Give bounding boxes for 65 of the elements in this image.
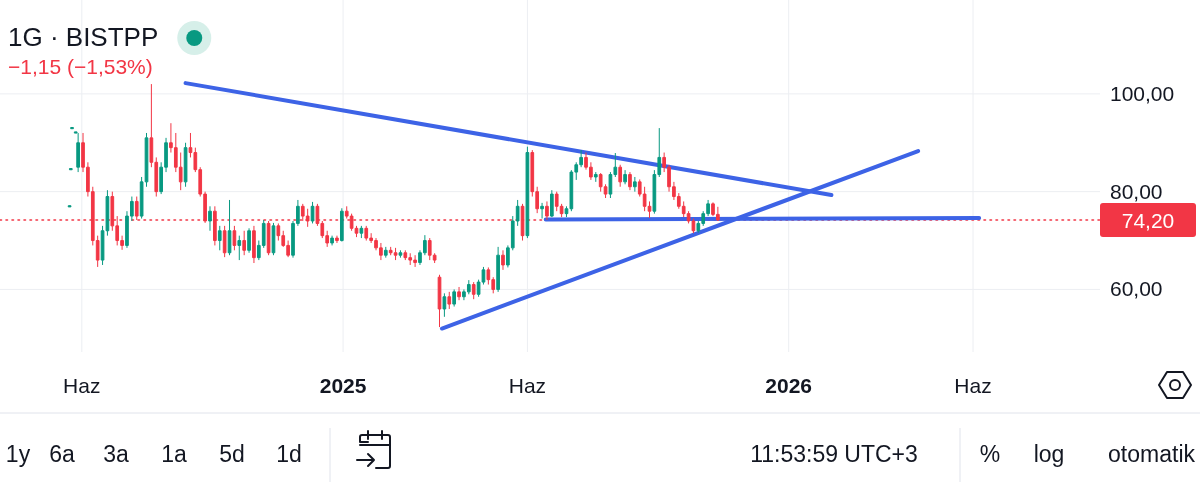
candlestick <box>628 171 632 191</box>
x-tick-label: 2026 <box>765 374 813 397</box>
candlestick <box>271 222 276 256</box>
candlestick <box>437 274 442 328</box>
candlestick <box>452 288 456 308</box>
text: 11:53:59 UTC+3 <box>750 441 918 467</box>
candlestick <box>252 225 256 264</box>
x-tick-label: Haz <box>63 374 101 397</box>
candlestick <box>525 146 530 239</box>
candlestick <box>247 227 251 254</box>
candlestick <box>447 291 452 310</box>
candlestick <box>68 168 73 171</box>
text: 5d <box>219 441 245 467</box>
candlestick <box>540 202 544 220</box>
candlestick <box>442 292 447 318</box>
text: 6a <box>49 441 75 467</box>
x-tick-label: 2025 <box>319 374 367 397</box>
text: 1G · BISTPP <box>8 22 159 52</box>
candlestick <box>340 207 344 243</box>
candlestick <box>549 189 554 218</box>
candlestick <box>70 126 74 130</box>
x-tick-label: Haz <box>508 374 547 397</box>
candlestick <box>393 247 398 261</box>
y-tick-label: 60,00 <box>1110 277 1163 301</box>
candlestick <box>545 200 549 221</box>
candlestick <box>520 203 525 242</box>
y-tick-label: 80,00 <box>1110 179 1163 203</box>
text: 3a <box>103 441 129 467</box>
text: 1d <box>276 441 302 467</box>
candlestick <box>623 169 627 185</box>
candlestick <box>359 225 364 239</box>
candlestick <box>183 142 188 188</box>
y-tick-label: 100,00 <box>1110 81 1175 105</box>
ref-line-label: 74,20 <box>1121 208 1175 232</box>
candlestick <box>403 249 408 261</box>
x-tick-label: Haz <box>954 374 992 397</box>
candlestick <box>593 171 598 183</box>
candlestick <box>471 281 476 300</box>
candlestick <box>208 205 212 232</box>
candlestick <box>237 235 242 261</box>
text: % <box>979 441 1001 467</box>
candlestick <box>364 225 369 242</box>
candlestick <box>227 199 232 256</box>
candlestick <box>330 235 334 246</box>
candlestick <box>242 230 247 256</box>
text: otomatik <box>1108 441 1196 467</box>
candlestick <box>398 249 403 259</box>
text: log <box>1033 441 1065 467</box>
candlestick <box>383 246 388 259</box>
candlestick <box>310 201 315 224</box>
candlestick <box>457 286 461 301</box>
candlestick <box>76 132 80 173</box>
candlestick <box>217 225 222 251</box>
candlestick <box>496 246 500 293</box>
text: 1y <box>5 441 31 467</box>
candlestick <box>501 249 505 271</box>
annotation: −1,15 (−1,53%) <box>8 55 153 78</box>
candlestick <box>335 235 339 244</box>
candlestick <box>618 164 623 188</box>
candlestick <box>222 225 227 258</box>
candlestick <box>232 225 237 251</box>
text: 1a <box>161 441 187 467</box>
candlestick <box>67 205 72 208</box>
candlestick <box>633 176 637 193</box>
candlestick <box>266 220 271 256</box>
